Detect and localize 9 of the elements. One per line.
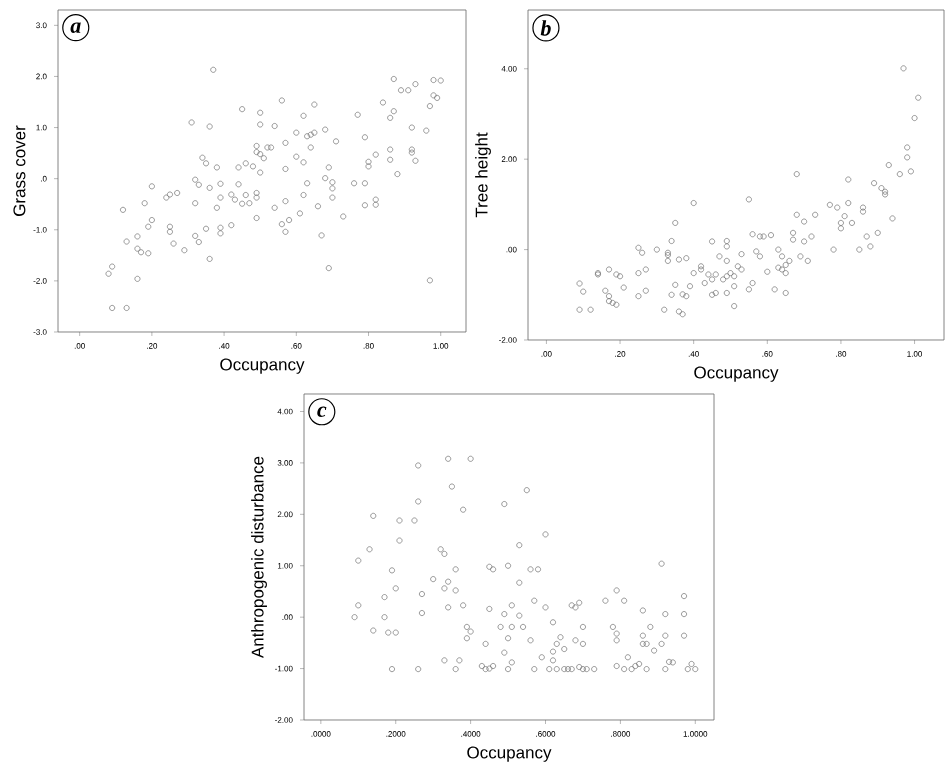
x-axis-title: Occupancy <box>467 746 552 762</box>
y-axis-title: Anthropogenic disturbance <box>251 456 267 659</box>
annotation: a <box>70 22 81 33</box>
annotation: c <box>317 406 327 418</box>
y-axis-title: Tree height <box>475 132 491 218</box>
x-axis-title: Occupancy <box>694 366 779 382</box>
annotation: b <box>540 20 551 36</box>
x-axis-title: Occupancy <box>220 358 305 374</box>
y-axis-title: Grass cover <box>13 125 26 216</box>
